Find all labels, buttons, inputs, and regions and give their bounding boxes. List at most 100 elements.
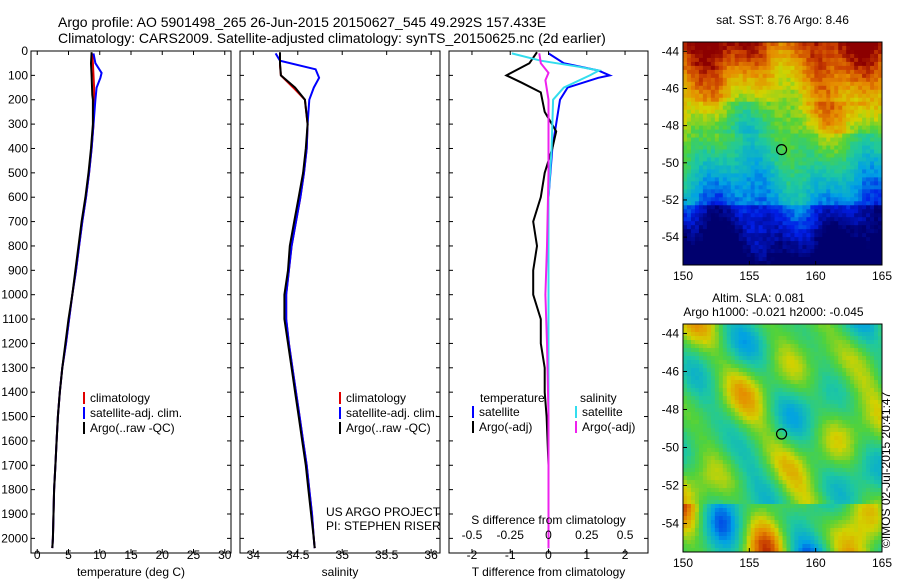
sst-cell — [814, 201, 819, 206]
sst-cell — [822, 101, 827, 107]
sst-cell — [810, 125, 815, 131]
sla-cell — [870, 328, 875, 333]
sla-cell — [758, 372, 764, 377]
sst-cell — [738, 237, 744, 242]
sla-cell — [818, 396, 823, 401]
sla-cell — [874, 336, 879, 341]
sst-cell — [738, 45, 744, 51]
sla-cell — [742, 364, 748, 369]
sst-cell — [686, 261, 692, 265]
sla-cell — [790, 460, 795, 465]
sst-cell — [790, 225, 795, 230]
sst-cell — [818, 81, 823, 87]
sla-cell — [686, 452, 692, 457]
sst-cell — [754, 217, 760, 222]
sla-cell — [794, 376, 799, 381]
sla-cell — [870, 428, 875, 433]
sst-cell — [714, 109, 720, 115]
sst-cell — [786, 257, 791, 262]
sst-cell — [766, 193, 772, 198]
sst-cell — [690, 261, 696, 265]
sla-cell — [786, 456, 791, 461]
sla-cell — [854, 368, 859, 373]
sla-cell — [714, 436, 720, 441]
sla-cell — [686, 460, 692, 465]
sla-cell — [790, 440, 795, 445]
sla-cell — [738, 420, 744, 425]
sla-cell — [706, 428, 712, 433]
sla-cell — [790, 356, 795, 361]
sst-cell — [830, 49, 835, 55]
sla-cell — [738, 412, 744, 417]
sla-cell — [794, 364, 799, 369]
sst-cell — [718, 177, 724, 182]
sst-cell — [786, 193, 791, 198]
sst-cell — [838, 141, 843, 147]
sst-cell — [874, 42, 879, 47]
sst-cell — [738, 161, 744, 166]
sst-cell — [702, 253, 708, 258]
sst-cell — [866, 121, 871, 127]
sla-cell — [866, 340, 871, 345]
sla-cell — [830, 380, 835, 385]
sst-cell — [806, 161, 811, 166]
sst-cell — [686, 101, 692, 107]
sst-cell — [854, 117, 859, 123]
sla-cell — [878, 396, 882, 401]
map-x-tick-label: 165 — [872, 269, 892, 283]
sla-cell — [822, 444, 827, 449]
sla-cell — [782, 380, 787, 385]
sst-cell — [806, 137, 811, 143]
sst-cell — [798, 229, 803, 234]
sst-cell — [770, 61, 776, 67]
sst-cell — [806, 197, 811, 202]
sla-cell — [830, 332, 835, 337]
sst-cell — [710, 169, 716, 174]
sla-cell — [686, 464, 692, 469]
sst-cell — [854, 173, 859, 178]
sla-cell — [758, 368, 764, 373]
sla-cell — [790, 388, 795, 393]
sst-cell — [846, 77, 851, 83]
sla-cell — [822, 356, 827, 361]
sla-cell — [858, 464, 863, 469]
sla-cell — [810, 472, 815, 477]
sst-cell — [774, 85, 780, 91]
sst-cell — [874, 145, 879, 151]
sla-cell — [782, 372, 787, 377]
sst-cell — [850, 237, 855, 242]
sst-cell — [722, 209, 728, 214]
sst-cell — [874, 185, 879, 190]
sla-cell — [778, 364, 783, 369]
sst-cell — [734, 49, 740, 55]
sla-cell — [766, 336, 772, 341]
sst-cell — [766, 129, 772, 135]
sst-cell — [706, 209, 712, 214]
sla-cell — [866, 356, 871, 361]
sla-cell — [718, 404, 724, 409]
sst-cell — [830, 221, 835, 226]
series-line-argo-raw-qc- — [279, 52, 316, 549]
sst-cell — [722, 205, 728, 210]
sst-cell — [698, 245, 704, 250]
sst-cell — [710, 117, 716, 123]
sst-cell — [694, 169, 700, 174]
sst-cell — [870, 217, 875, 222]
sst-cell — [762, 113, 768, 119]
sla-cell — [862, 376, 867, 381]
sla-cell — [802, 340, 807, 345]
sst-cell — [786, 89, 791, 95]
sst-cell — [683, 81, 688, 87]
sst-cell — [683, 97, 688, 103]
sst-cell — [722, 165, 728, 170]
sst-cell — [702, 157, 708, 162]
sst-cell — [838, 233, 843, 238]
sst-cell — [683, 205, 688, 210]
sst-cell — [686, 85, 692, 91]
sst-cell — [862, 157, 867, 162]
sst-cell — [838, 197, 843, 202]
sst-cell — [834, 121, 839, 127]
sla-cell — [802, 472, 807, 477]
sla-cell — [714, 324, 720, 329]
sst-cell — [830, 145, 835, 151]
